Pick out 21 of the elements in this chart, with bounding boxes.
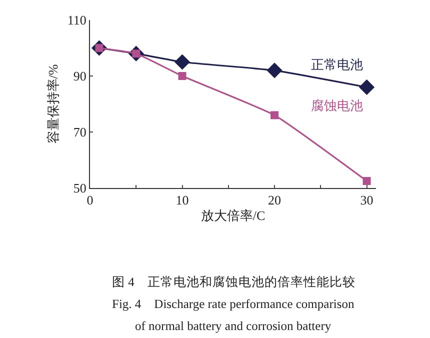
caption: 图 4 正常电池和腐蚀电池的倍率性能比较 bbox=[112, 274, 356, 289]
x-tick-label: 10 bbox=[176, 192, 189, 208]
x-tick-label: 30 bbox=[360, 192, 374, 208]
caption: Fig. 4 Discharge rate performance comparison bbox=[112, 297, 355, 311]
series-label: 腐蚀电池 bbox=[311, 98, 363, 113]
point bbox=[362, 177, 371, 185]
y-axis-title: 容量保持率/% bbox=[45, 64, 60, 144]
point bbox=[266, 62, 282, 78]
point bbox=[270, 111, 279, 120]
y-tick-label: 50 bbox=[73, 180, 86, 196]
y-tick-label: 110 bbox=[67, 12, 86, 28]
y-tick-label: 70 bbox=[73, 124, 86, 140]
x-axis-title: 放大倍率/C bbox=[200, 208, 266, 224]
point bbox=[358, 79, 375, 95]
series-label: 正常电池 bbox=[311, 57, 363, 72]
y-tick-label: 90 bbox=[73, 68, 86, 84]
x-tick-label: 0 bbox=[86, 192, 94, 208]
point bbox=[174, 54, 190, 70]
point bbox=[178, 72, 186, 80]
text: of normal battery and corrosion battery bbox=[135, 319, 332, 333]
x-tick-label: 20 bbox=[268, 192, 282, 208]
